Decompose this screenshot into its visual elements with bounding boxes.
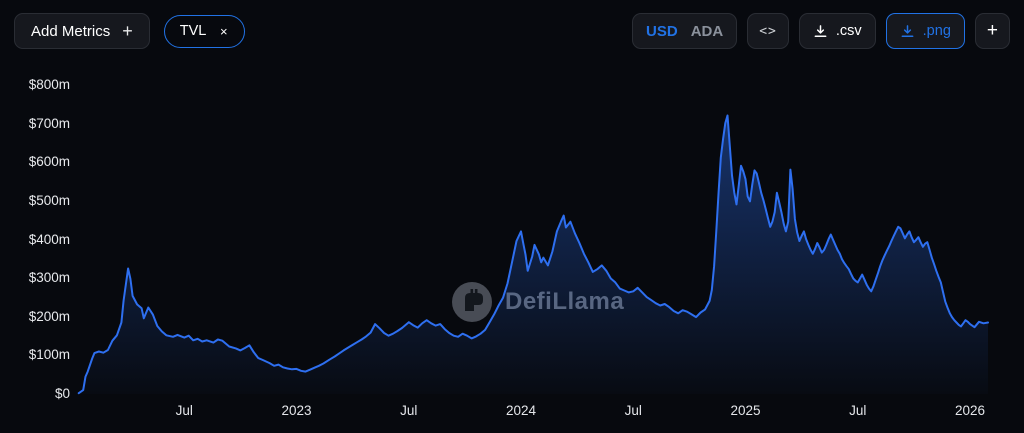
currency-option-usd[interactable]: USD: [646, 22, 678, 40]
tvl-chart[interactable]: DefiLlama: [0, 62, 1024, 433]
csv-label: .csv: [835, 23, 862, 39]
currency-option-ada[interactable]: ADA: [690, 22, 724, 40]
metric-pill-label: TVL: [179, 23, 207, 39]
download-png-button[interactable]: .png: [885, 13, 965, 49]
plus-icon: +: [986, 20, 998, 41]
add-metrics-button[interactable]: Add Metrics +: [14, 13, 150, 49]
png-label: .png: [922, 23, 951, 39]
toolbar-left: Add Metrics + TVL ×: [14, 13, 246, 49]
defillama-logo-icon: [452, 282, 492, 322]
watermark-text: DefiLlama: [505, 288, 625, 315]
close-icon[interactable]: ×: [220, 23, 228, 39]
add-chart-button[interactable]: +: [974, 13, 1010, 49]
download-csv-button[interactable]: .csv: [798, 13, 876, 49]
toolbar: Add Metrics + TVL × USD ADA <> .csv .png: [0, 0, 1024, 62]
metric-pill-tvl[interactable]: TVL ×: [163, 14, 246, 48]
download-icon: [901, 24, 914, 37]
plus-icon: +: [122, 21, 133, 41]
add-metrics-label: Add Metrics: [31, 22, 111, 40]
embed-button[interactable]: <>: [747, 13, 789, 49]
watermark: DefiLlama: [450, 280, 624, 324]
toolbar-right: USD ADA <> .csv .png +: [632, 13, 1010, 49]
currency-toggle: USD ADA: [632, 13, 738, 49]
code-icon: <>: [759, 23, 777, 39]
download-icon: [814, 24, 827, 37]
